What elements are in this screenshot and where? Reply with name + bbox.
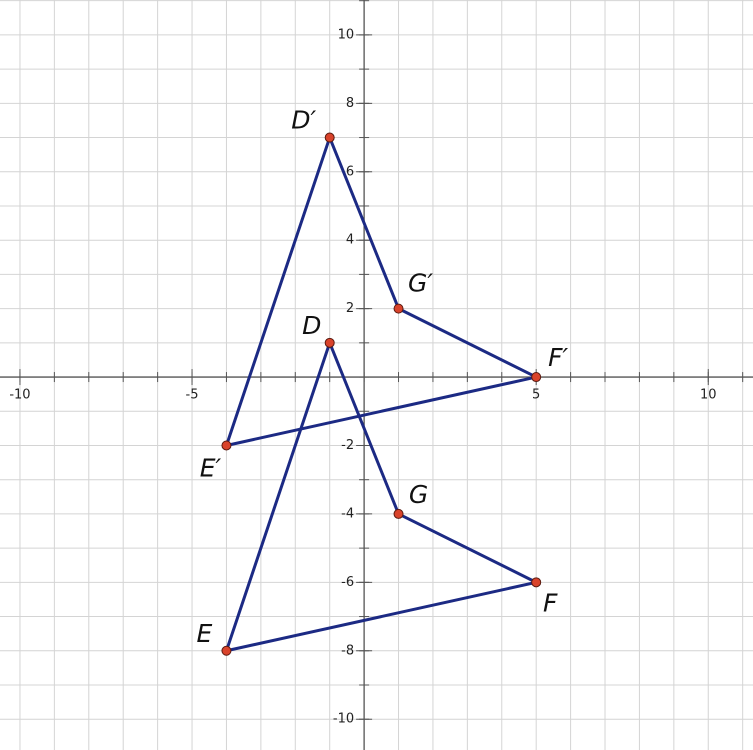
vertex (221, 440, 232, 451)
vertex (531, 372, 542, 383)
vertex-label: F (543, 588, 558, 617)
vertex-label: D′ (291, 106, 316, 135)
x-tick-label: 10 (700, 388, 717, 403)
vertex (393, 508, 404, 519)
y-tick-label: 4 (346, 233, 354, 248)
y-tick-label: 2 (346, 301, 354, 316)
y-tick-label: -10 (333, 712, 354, 727)
y-tick-label: -4 (341, 506, 354, 521)
x-tick-label: 5 (532, 388, 540, 403)
quadrilateral (224, 341, 538, 653)
y-tick-label: -2 (341, 438, 354, 453)
y-tick-label: -6 (341, 575, 354, 590)
y-tick-label: 8 (346, 96, 354, 111)
y-tick-label: 6 (346, 164, 354, 179)
vertex (393, 303, 404, 314)
vertex (221, 645, 232, 656)
vertex-label: F′ (548, 343, 568, 372)
y-tick-label: 10 (338, 27, 355, 42)
vertex-label: G (409, 480, 428, 509)
vertex (324, 132, 335, 143)
x-tick-label: -10 (9, 388, 30, 403)
vertex-label: G′ (408, 269, 433, 298)
vertex-label: D (302, 311, 321, 340)
vertex (324, 337, 335, 348)
x-tick-label: -5 (186, 388, 199, 403)
quadrilateral (224, 136, 538, 447)
vertex-label: E′ (200, 453, 222, 482)
vertex-label: E (197, 619, 213, 648)
vertex (531, 577, 542, 588)
y-tick-label: -8 (341, 643, 354, 658)
